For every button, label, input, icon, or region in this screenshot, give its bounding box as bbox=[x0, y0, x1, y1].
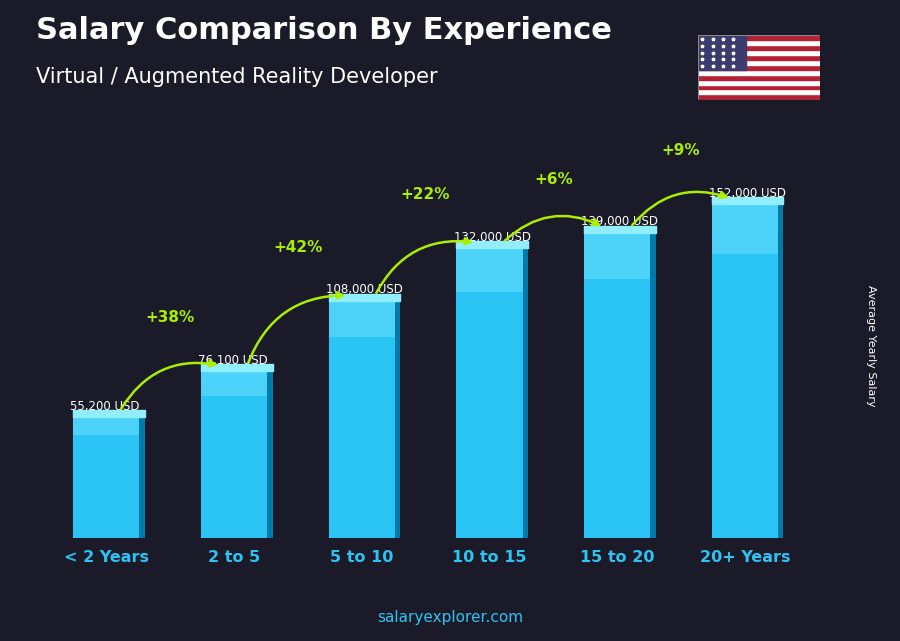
Bar bbox=[778, 204, 784, 538]
Text: +6%: +6% bbox=[534, 172, 572, 187]
Bar bbox=[140, 417, 145, 538]
Text: 76,100 USD: 76,100 USD bbox=[198, 354, 268, 367]
Bar bbox=[328, 301, 395, 337]
FancyArrowPatch shape bbox=[121, 360, 215, 409]
FancyArrowPatch shape bbox=[248, 292, 343, 363]
Text: Average Yearly Salary: Average Yearly Salary bbox=[866, 285, 877, 407]
Text: 139,000 USD: 139,000 USD bbox=[581, 215, 659, 228]
Text: salaryexplorer.com: salaryexplorer.com bbox=[377, 610, 523, 625]
Text: Virtual / Augmented Reality Developer: Virtual / Augmented Reality Developer bbox=[36, 67, 437, 87]
FancyArrowPatch shape bbox=[505, 216, 598, 240]
Bar bbox=[201, 371, 267, 538]
Bar bbox=[73, 417, 140, 538]
Bar bbox=[456, 248, 523, 292]
Text: +9%: +9% bbox=[662, 143, 700, 158]
Text: 108,000 USD: 108,000 USD bbox=[326, 283, 403, 297]
Text: 132,000 USD: 132,000 USD bbox=[454, 231, 531, 244]
Bar bbox=[395, 301, 400, 538]
Bar bbox=[267, 371, 273, 538]
Bar bbox=[328, 301, 395, 538]
Text: Salary Comparison By Experience: Salary Comparison By Experience bbox=[36, 16, 612, 45]
Text: 152,000 USD: 152,000 USD bbox=[709, 187, 787, 200]
FancyArrowPatch shape bbox=[633, 192, 726, 225]
FancyArrowPatch shape bbox=[376, 238, 471, 293]
Bar bbox=[712, 204, 778, 538]
Bar bbox=[456, 248, 523, 538]
Text: +38%: +38% bbox=[146, 310, 194, 325]
Bar bbox=[201, 371, 267, 396]
Bar bbox=[651, 233, 656, 538]
Text: +42%: +42% bbox=[274, 240, 322, 255]
Bar bbox=[73, 417, 140, 435]
Bar bbox=[584, 233, 651, 538]
Text: +22%: +22% bbox=[400, 187, 450, 202]
Bar bbox=[584, 233, 651, 279]
Text: 55,200 USD: 55,200 USD bbox=[70, 399, 140, 413]
Bar bbox=[523, 248, 528, 538]
Bar bbox=[712, 204, 778, 254]
